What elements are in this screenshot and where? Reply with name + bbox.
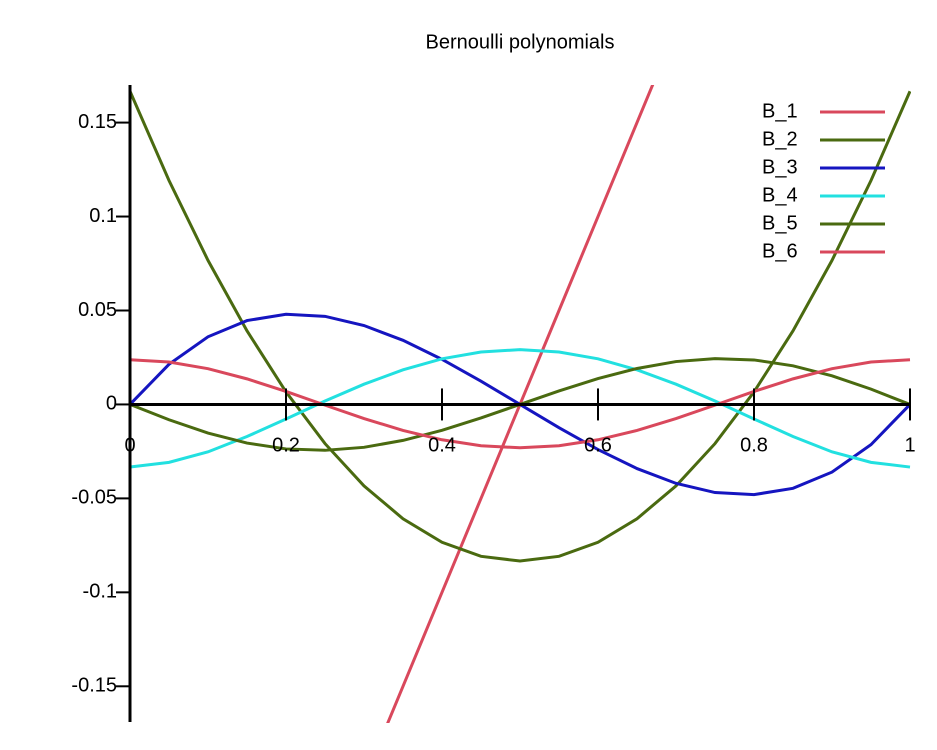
chart-title: Bernoulli polynomials [426, 31, 615, 53]
legend-label: B_3 [762, 156, 798, 178]
series-line [130, 348, 911, 469]
x-tick-label: 0.8 [740, 435, 768, 457]
series-line [130, 90, 911, 563]
legend-label: B_2 [762, 128, 798, 150]
y-tick-label: -0.15 [71, 675, 117, 697]
x-tick-label: 0.6 [584, 435, 612, 457]
y-tick-label: 0.05 [78, 299, 117, 321]
series-line [130, 358, 911, 450]
y-tick-label: -0.1 [83, 581, 117, 603]
legend-label: B_4 [762, 184, 798, 206]
legend-label: B_1 [762, 100, 798, 122]
x-tick-label: 0.2 [272, 435, 300, 457]
y-tick-label: 0 [106, 393, 117, 415]
legend-label: B_6 [762, 240, 798, 262]
x-tick-label: 0 [124, 435, 135, 457]
x-tick-label: 1 [904, 435, 915, 457]
x-tick-label: 0.4 [428, 435, 456, 457]
y-tick-label: 0.15 [78, 111, 117, 133]
y-tick-label: -0.05 [71, 487, 117, 509]
y-tick-label: 0.1 [89, 205, 117, 227]
legend-label: B_5 [762, 212, 798, 234]
